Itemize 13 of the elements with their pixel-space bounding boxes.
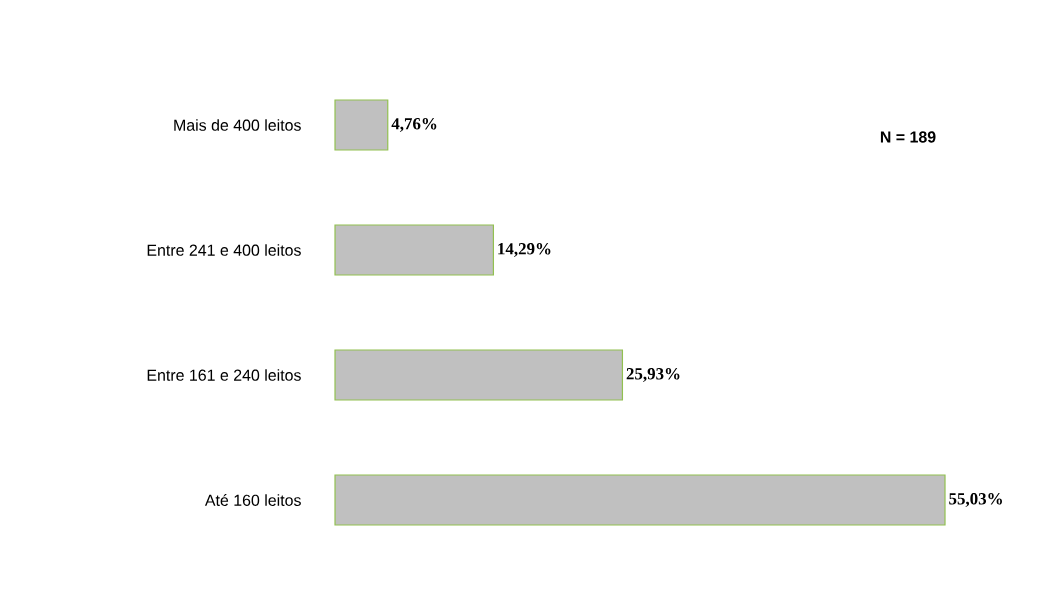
data-label: 14,29%: [498, 243, 551, 257]
y-tick-label: Até 160 leitos: [204, 494, 301, 506]
y-tick-label: Mais de 400 leitos: [174, 119, 301, 131]
bar: [334, 474, 946, 526]
bar: [334, 349, 624, 401]
y-tick-label: Entre 241 e 400 leitos: [147, 244, 301, 256]
data-label: 55,03%: [949, 493, 1002, 507]
data-label: 25,93%: [626, 368, 680, 382]
bar: [334, 99, 389, 151]
annotation: N = 189: [880, 131, 936, 143]
data-label: 4,76%: [391, 118, 437, 132]
bar: [334, 224, 495, 276]
y-tick-label: Entre 161 e 240 leitos: [147, 369, 301, 381]
